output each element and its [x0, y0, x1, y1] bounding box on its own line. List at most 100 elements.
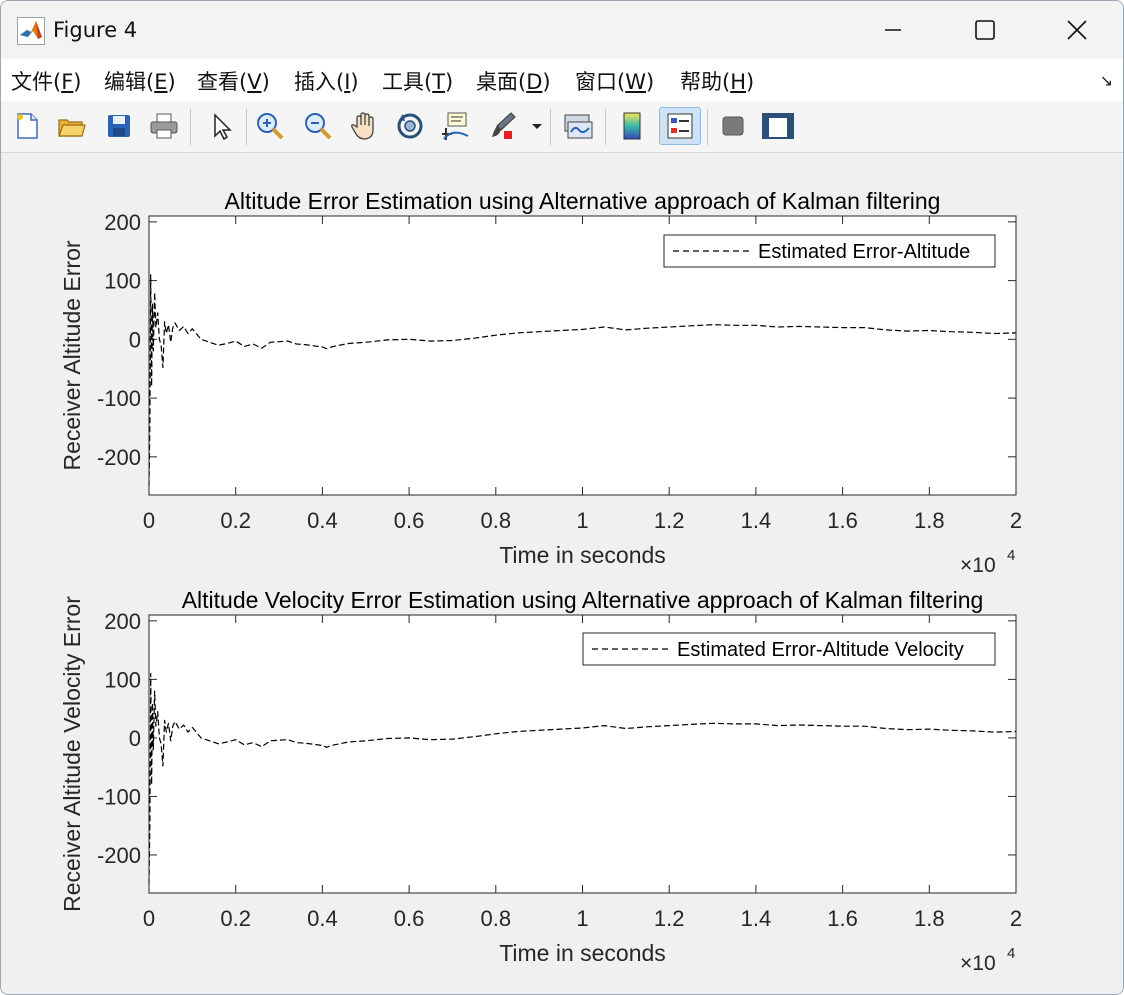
data-cursor-button[interactable] — [438, 107, 474, 145]
toolbar-separator — [246, 109, 247, 145]
legend-box — [663, 234, 996, 268]
x-tick-label: 1 — [576, 508, 588, 533]
menu-bar: 文件(F) 编辑(E) 查看(V) 插入(I) 工具(T) 桌面(D) 窗口(W… — [1, 59, 1123, 102]
series-line — [148, 672, 1017, 885]
zoom-in-icon — [257, 113, 284, 140]
x-tick-label: 1.6 — [827, 508, 858, 533]
legend-label: Estimated Error-Altitude — [758, 241, 970, 263]
pointer-icon — [214, 113, 232, 141]
y-tick-label: 100 — [104, 269, 141, 294]
y-tick-label: 0 — [129, 726, 141, 751]
menu-desktop[interactable]: 桌面(D) — [476, 70, 551, 94]
menu-file[interactable]: 文件(F) — [11, 70, 82, 94]
zoom-out-button[interactable] — [300, 107, 336, 145]
menu-tools[interactable]: 工具(T) — [382, 70, 454, 94]
x-tick-label: 1.2 — [654, 508, 685, 533]
hide-plot-tools-button[interactable] — [715, 107, 751, 145]
y-tick-label: 200 — [104, 609, 141, 634]
data-cursor-icon — [442, 112, 469, 140]
save-button[interactable] — [101, 107, 137, 145]
new-figure-button[interactable] — [9, 107, 45, 145]
pointer-button[interactable] — [202, 107, 238, 145]
x-tick-label: 0.8 — [481, 906, 512, 931]
x-tick-label: 0.6 — [394, 906, 425, 931]
menu-edit[interactable]: 编辑(E) — [104, 70, 176, 94]
brush-icon — [492, 112, 516, 139]
toolbar-separator — [707, 109, 708, 145]
x-axis-exponent-power: 4 — [1007, 547, 1015, 564]
y-tick-label: -200 — [97, 843, 141, 868]
rotate-3d-button[interactable] — [392, 107, 428, 145]
x-tick-label: 1.8 — [914, 906, 945, 931]
menu-overflow-arrow-icon[interactable]: ↘ — [1099, 71, 1113, 90]
x-tick-label: 0.4 — [307, 508, 338, 533]
y-tick-label: -200 — [97, 445, 141, 470]
menu-window[interactable]: 窗口(W) — [575, 70, 655, 94]
axes-frame — [148, 215, 1017, 496]
legend-label: Estimated Error-Altitude Velocity — [677, 639, 964, 661]
x-axis-exponent: ×10 — [960, 554, 996, 577]
y-tick-label: 200 — [104, 210, 141, 235]
x-axis-exponent: ×10 — [960, 952, 996, 975]
x-tick-label: 1.4 — [741, 906, 772, 931]
x-tick-label: 2 — [1010, 906, 1022, 931]
minimize-button[interactable] — [847, 1, 939, 59]
legend-icon — [667, 113, 693, 139]
hide-plot-tools-icon — [722, 116, 744, 136]
figure-canvas: 0 0.2 0.4 0.6 0.8 1 1.2 1.4 1.6 1.8 2 200 100 0 -100 -2… — [1, 153, 1123, 994]
colorbar-icon — [623, 112, 641, 140]
plot-area: 0 0.2 0.4 0.6 0.8 1 1.2 1.4 1.6 1.8 2 200 100 0 -100 -2… — [59, 188, 1022, 975]
axes-frame — [148, 614, 1017, 894]
x-tick-label: 0.2 — [220, 906, 251, 931]
y-tick-label: -100 — [97, 784, 141, 809]
minimize-icon — [885, 29, 901, 31]
x-tick-label: 0.8 — [481, 508, 512, 533]
print-button[interactable] — [146, 107, 182, 145]
x-tick-label: 1.2 — [654, 906, 685, 931]
open-file-button[interactable] — [53, 107, 89, 145]
x-tick-label: 1.4 — [741, 508, 772, 533]
rotate-3d-icon — [397, 113, 423, 139]
maximize-icon — [975, 20, 995, 40]
y-tick-label: -100 — [97, 386, 141, 411]
maximize-button[interactable] — [939, 1, 1031, 59]
pan-button[interactable] — [346, 107, 382, 145]
save-icon — [108, 115, 130, 137]
show-plot-tools-button[interactable] — [760, 107, 796, 145]
brush-dropdown-icon — [532, 124, 542, 129]
link-plot-button[interactable] — [560, 107, 596, 145]
x-axis-exponent-power: 4 — [1007, 945, 1015, 962]
zoom-out-icon — [305, 113, 332, 140]
x-axis-label: Time in seconds — [499, 940, 666, 966]
open-file-icon — [58, 119, 86, 137]
show-plot-tools-icon — [762, 113, 794, 139]
menu-insert[interactable]: 插入(I) — [294, 70, 359, 94]
x-tick-label: 0 — [143, 508, 155, 533]
link-plot-icon — [564, 114, 593, 139]
x-axis-label: Time in seconds — [499, 542, 666, 568]
zoom-in-button[interactable] — [252, 107, 288, 145]
title-bar: Figure 4 — [1, 1, 1123, 59]
series-line — [148, 274, 1017, 487]
colorbar-button[interactable] — [614, 107, 650, 145]
brush-dropdown-button[interactable] — [529, 107, 545, 145]
pan-hand-icon — [351, 112, 374, 140]
x-tick-label: 2 — [1010, 508, 1022, 533]
figure-toolbar — [1, 101, 1123, 153]
toolbar-separator — [550, 109, 551, 145]
menu-help[interactable]: 帮助(H) — [680, 70, 755, 94]
close-button[interactable] — [1031, 1, 1123, 59]
y-axis-label: Receiver Altitude Error — [59, 240, 85, 470]
legend-box — [582, 632, 996, 666]
menu-view[interactable]: 查看(V) — [197, 70, 270, 94]
new-figure-icon — [17, 113, 38, 139]
x-tick-label: 0 — [143, 906, 155, 931]
chart-title: Altitude Error Estimation using Alternat… — [225, 188, 941, 214]
y-tick-label: 100 — [104, 667, 141, 692]
x-tick-label: 1.6 — [827, 906, 858, 931]
toolbar-separator — [190, 109, 191, 145]
brush-button[interactable] — [485, 107, 521, 145]
print-icon — [150, 113, 178, 139]
legend-button[interactable] — [659, 107, 701, 145]
